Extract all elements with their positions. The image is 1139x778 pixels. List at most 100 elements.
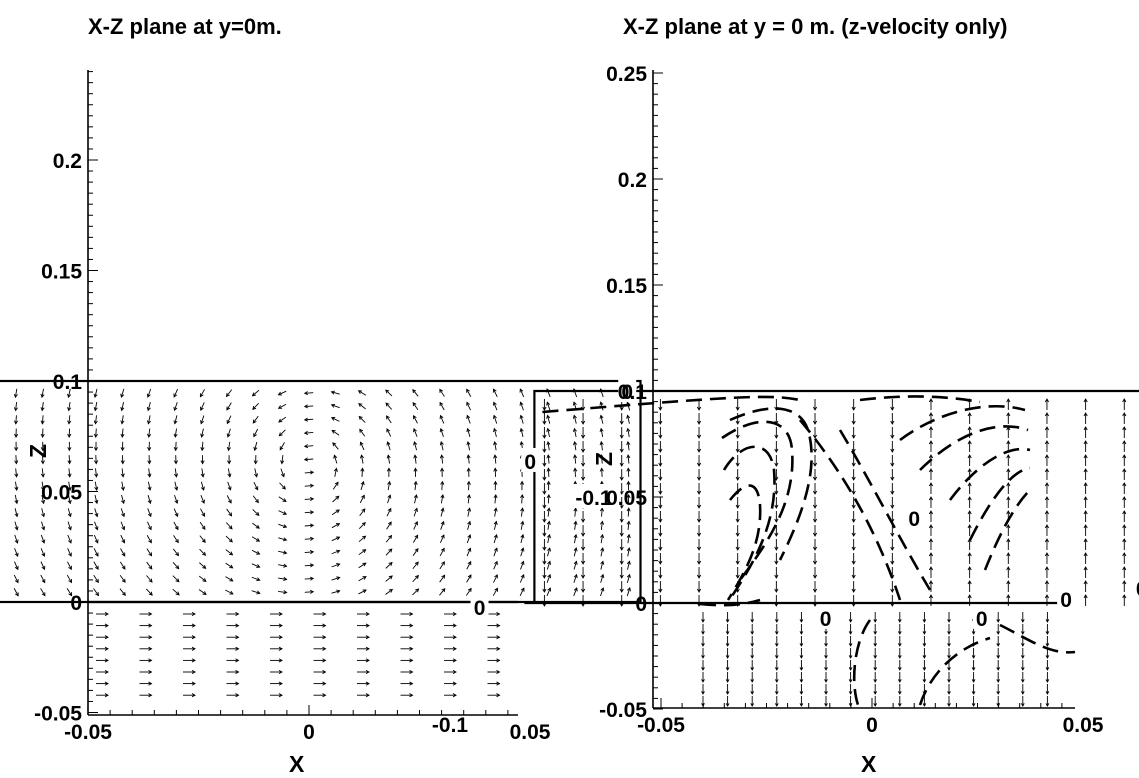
velocity-vector bbox=[1122, 566, 1127, 578]
velocity-vector bbox=[619, 413, 624, 425]
velocity-vector bbox=[67, 455, 72, 465]
velocity-vector bbox=[922, 648, 927, 659]
velocity-vector bbox=[774, 672, 779, 683]
velocity-vector bbox=[1045, 636, 1050, 647]
velocity-vector bbox=[466, 414, 471, 424]
z-tick-label: 0.15 bbox=[41, 261, 82, 284]
velocity-vector bbox=[812, 455, 818, 467]
velocity-vector bbox=[928, 496, 934, 508]
velocity-vector bbox=[1122, 398, 1127, 410]
velocity-vector bbox=[200, 508, 205, 517]
contour-label: 0.1 bbox=[1137, 403, 1139, 428]
velocity-vector bbox=[774, 497, 779, 509]
velocity-vector bbox=[701, 684, 705, 695]
velocity-vector bbox=[947, 672, 951, 683]
velocity-vector bbox=[967, 580, 972, 592]
velocity-vector bbox=[696, 539, 702, 551]
velocity-vector bbox=[67, 548, 72, 557]
svg-text:0: 0 bbox=[621, 381, 633, 404]
velocity-vector bbox=[971, 648, 976, 659]
velocity-vector bbox=[385, 415, 392, 424]
velocity-vector bbox=[466, 401, 471, 411]
velocity-vector bbox=[412, 574, 419, 583]
velocity-vector bbox=[492, 414, 498, 424]
velocity-vector bbox=[492, 401, 498, 411]
velocity-vector bbox=[492, 587, 498, 596]
velocity-vector bbox=[1044, 412, 1050, 424]
velocity-vector bbox=[750, 660, 755, 671]
velocity-vector bbox=[385, 561, 393, 569]
velocity-vector bbox=[400, 681, 414, 686]
velocity-vector bbox=[1044, 566, 1050, 578]
velocity-vector bbox=[200, 402, 205, 411]
velocity-vector bbox=[14, 508, 19, 518]
velocity-vector bbox=[466, 493, 471, 504]
velocity-vector bbox=[890, 483, 895, 495]
velocity-vector bbox=[701, 648, 705, 659]
velocity-vector bbox=[928, 468, 934, 480]
velocity-vector bbox=[599, 427, 604, 438]
velocity-vector bbox=[619, 581, 624, 593]
velocity-vector bbox=[774, 595, 779, 607]
velocity-vector bbox=[812, 553, 818, 565]
velocity-vector bbox=[1083, 412, 1088, 424]
velocity-vector bbox=[93, 574, 99, 584]
velocity-vector bbox=[280, 468, 285, 478]
velocity-vector bbox=[444, 623, 457, 628]
velocity-vector bbox=[67, 508, 72, 518]
velocity-vector bbox=[270, 646, 283, 651]
velocity-vector bbox=[581, 427, 586, 439]
velocity-vector bbox=[1083, 580, 1088, 592]
velocity-vector bbox=[897, 636, 902, 647]
velocity-vector bbox=[619, 497, 624, 509]
velocity-vector bbox=[890, 455, 895, 467]
velocity-vector bbox=[331, 563, 341, 568]
velocity-vector bbox=[1044, 468, 1050, 480]
velocity-vector bbox=[252, 495, 259, 504]
velocity-vector bbox=[200, 441, 205, 452]
velocity-vector bbox=[251, 389, 260, 397]
velocity-vector bbox=[1045, 660, 1050, 671]
velocity-vector bbox=[735, 539, 740, 551]
velocity-vector bbox=[996, 612, 1001, 623]
velocity-vector bbox=[120, 468, 125, 478]
velocity-vector bbox=[40, 388, 45, 399]
velocity-vector bbox=[439, 427, 444, 437]
velocity-vector bbox=[658, 567, 663, 579]
velocity-vector bbox=[520, 507, 525, 517]
contour-label: 0 bbox=[816, 604, 835, 631]
velocity-vector bbox=[774, 441, 779, 453]
velocity-vector bbox=[1044, 594, 1050, 606]
velocity-vector bbox=[13, 574, 19, 584]
velocity-vector bbox=[304, 550, 315, 555]
velocity-vector bbox=[226, 441, 231, 452]
velocity-vector bbox=[386, 454, 391, 464]
velocity-vector bbox=[996, 624, 1001, 635]
velocity-vector bbox=[147, 521, 152, 531]
velocity-vector bbox=[851, 525, 856, 537]
velocity-vector bbox=[172, 561, 180, 570]
velocity-vector bbox=[278, 523, 288, 529]
velocity-vector bbox=[1006, 538, 1011, 550]
velocity-vector bbox=[225, 549, 234, 556]
velocity-vector bbox=[331, 536, 341, 542]
velocity-vector bbox=[280, 455, 285, 465]
velocity-vector bbox=[96, 681, 109, 686]
velocity-vector bbox=[1044, 440, 1050, 452]
contour-label: 0.1 bbox=[1129, 575, 1139, 601]
velocity-vector bbox=[93, 588, 100, 597]
velocity-vector bbox=[735, 497, 740, 509]
velocity-vector bbox=[1006, 412, 1011, 424]
velocity-vector bbox=[1020, 684, 1025, 695]
contour-line bbox=[948, 447, 1031, 501]
velocity-vector bbox=[799, 660, 804, 671]
velocity-vector bbox=[735, 399, 740, 411]
velocity-vector bbox=[146, 588, 153, 596]
velocity-vector bbox=[147, 481, 152, 491]
velocity-vector bbox=[735, 441, 740, 453]
velocity-vector bbox=[967, 538, 972, 550]
velocity-vector bbox=[304, 536, 315, 541]
velocity-vector bbox=[750, 684, 755, 695]
velocity-vector bbox=[385, 402, 392, 410]
